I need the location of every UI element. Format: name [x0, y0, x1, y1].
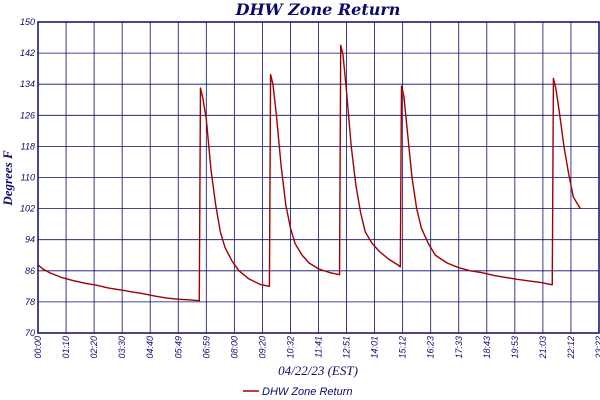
x-axis-label: 04/22/23 (EST)	[278, 363, 358, 378]
legend: DHW Zone Return	[243, 386, 352, 398]
y-tick-label: 134	[20, 79, 35, 89]
x-tick-label: 15:12	[398, 336, 408, 359]
x-tick-label: 23:22	[594, 336, 600, 360]
x-tick-label: 06:59	[201, 336, 211, 359]
x-tick-label: 11:41	[314, 336, 324, 358]
x-tick-label: 02:20	[89, 336, 99, 359]
legend-label: DHW Zone Return	[262, 386, 352, 398]
x-tick-label: 00:00	[33, 336, 43, 359]
plot-frame	[37, 21, 600, 334]
y-tick-label: 142	[20, 48, 35, 58]
x-tick-label: 08:00	[229, 336, 239, 359]
x-tick-label: 04:40	[145, 336, 155, 359]
x-tick-label: 12:51	[342, 336, 352, 359]
x-tick-label: 01:10	[61, 336, 71, 359]
x-tick-label: 16:23	[426, 336, 436, 359]
x-tick-label: 03:30	[117, 336, 127, 359]
series-line	[37, 44, 581, 302]
y-tick-label: 110	[21, 173, 35, 183]
x-tick-label: 14:01	[370, 336, 380, 359]
y-axis-label: Degrees F	[0, 150, 15, 207]
series-layer	[37, 44, 581, 302]
y-tick-label: 126	[20, 110, 35, 120]
x-tick-label: 17:33	[454, 336, 464, 359]
x-tick-label: 09:20	[257, 336, 267, 359]
x-tick-label: 22:12	[566, 336, 576, 360]
x-tick-label: 05:49	[173, 336, 183, 359]
y-axis-ticks: 70 78 86 94 102 110 118 126 134 142 150	[20, 17, 35, 338]
y-tick-label: 118	[21, 141, 35, 151]
y-tick-label: 86	[25, 266, 35, 276]
x-tick-label: 18:43	[482, 336, 492, 359]
y-tick-label: 150	[20, 17, 35, 27]
x-tick-label: 10:32	[285, 336, 295, 359]
x-tick-label: 21:03	[538, 336, 548, 360]
x-tick-label: 19:53	[510, 336, 520, 359]
y-tick-label: 78	[25, 297, 35, 307]
y-tick-label: 102	[20, 204, 35, 214]
chart-title: DHW Zone Return	[235, 0, 401, 19]
y-tick-label: 70	[25, 328, 35, 338]
grid	[37, 21, 600, 334]
x-axis-ticks: 00:00 01:10 02:20 03:30 04:40 05:49 06:59 08:00…	[33, 336, 600, 360]
y-tick-label: 94	[25, 235, 35, 245]
